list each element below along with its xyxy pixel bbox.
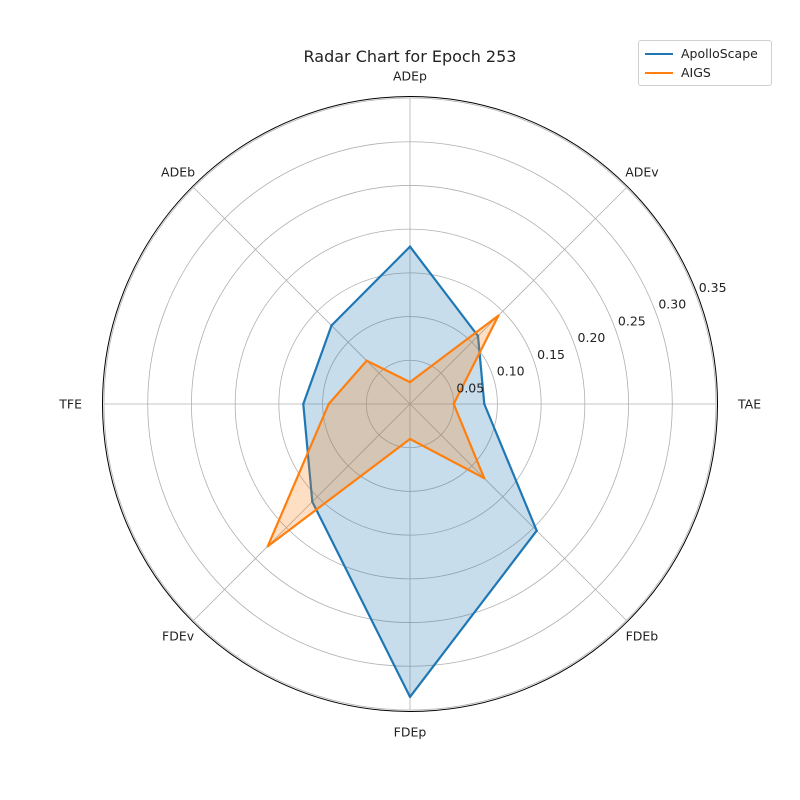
rtick-label-0.35: 0.35 [699, 280, 727, 295]
series-fill-aigs [267, 315, 499, 547]
axis-label-tae: TAE [737, 397, 761, 412]
series-point-apolloscape-fdev [311, 500, 314, 503]
rtick-label-0.05: 0.05 [456, 380, 484, 395]
rtick-label-0.15: 0.15 [537, 347, 565, 362]
grid-spoke-adeb [193, 187, 411, 405]
chart-title: Radar Chart for Epoch 253 [304, 47, 517, 66]
series-point-apolloscape-tae [483, 402, 486, 406]
polar-grid [102, 96, 718, 712]
axis-label-adev: ADEv [625, 165, 659, 180]
series-point-apolloscape-tfe [302, 402, 305, 406]
series-point-aigs-tae [452, 402, 455, 406]
series-point-aigs-fdeb [482, 476, 486, 480]
legend-swatch-aigs [645, 71, 673, 74]
series-point-aigs-adeb [365, 359, 368, 362]
series-point-apolloscape-adeb [330, 324, 333, 327]
grid-spoke-adev [409, 187, 627, 405]
axis-label-adeb: ADEb [161, 165, 195, 180]
legend: ApolloScape AIGS [638, 40, 772, 86]
axis-label-fdeb: FDEb [626, 628, 659, 643]
series-point-apolloscape-fdeb [535, 529, 538, 532]
series-point-aigs-adep [408, 380, 412, 384]
axis-label-fdep: FDEp [394, 725, 427, 740]
rtick-label-0.10: 0.10 [497, 364, 525, 379]
axis-labels: ADEp ADEv TAE FDEb FDEp FDEv TFE ADEb [58, 69, 761, 740]
legend-item-aigs: AIGS [645, 63, 765, 82]
axis-label-tfe: TFE [58, 397, 82, 412]
series-point-apolloscape-adep [408, 245, 412, 248]
series-point-apolloscape-adev [476, 334, 480, 338]
polar-frame [102, 96, 718, 712]
series-point-aigs-fdep [408, 437, 412, 441]
series-point-apolloscape-fdep [408, 695, 412, 699]
series-point-aigs-tfe [327, 402, 330, 406]
legend-item-apolloscape: ApolloScape [645, 44, 765, 63]
radial-ticks: 0.05 0.10 0.15 0.20 0.25 0.30 0.35 [456, 280, 726, 395]
legend-swatch-apolloscape [645, 52, 673, 55]
grid-spoke-fdeb [409, 403, 627, 621]
series-layer [266, 245, 538, 699]
rtick-label-0.25: 0.25 [618, 313, 646, 328]
legend-label-aigs: AIGS [681, 65, 711, 80]
legend-label-apolloscape: ApolloScape [681, 46, 758, 61]
axis-label-adep: ADEp [393, 69, 427, 84]
series-point-aigs-fdev [266, 544, 270, 548]
series-point-aigs-adev [497, 314, 500, 317]
rtick-label-0.20: 0.20 [578, 330, 606, 345]
series-fill-apolloscape [303, 246, 537, 697]
rtick-label-0.30: 0.30 [658, 297, 686, 312]
axis-label-fdev: FDEv [162, 628, 195, 643]
grid-spoke-fdev [193, 403, 411, 621]
